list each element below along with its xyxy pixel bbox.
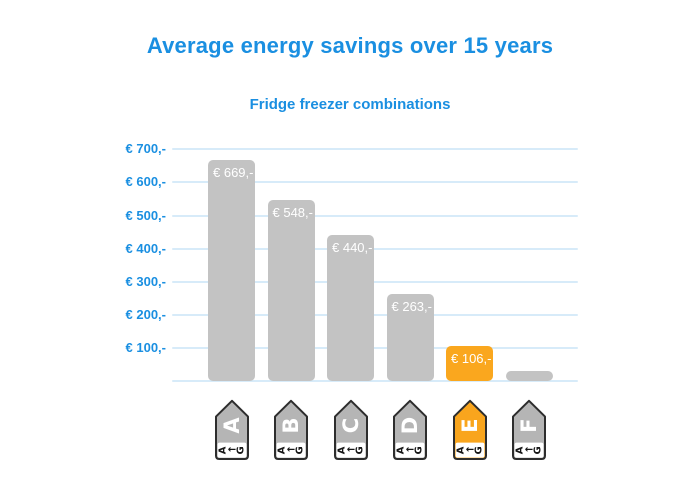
bar-F xyxy=(505,371,553,381)
gridline-500 xyxy=(172,214,578,217)
tag-scale-end-letter: G xyxy=(473,446,484,454)
y-axis-label: € 400,- xyxy=(125,240,166,256)
tag-class-letter: B xyxy=(279,417,303,433)
energy-tag-icon: B A ← G xyxy=(274,399,308,460)
energy-tag-icon: D A ← G xyxy=(393,399,427,460)
energy-label-icon-C: C A ← G xyxy=(332,399,370,461)
tag-scale-start-letter: A xyxy=(396,446,407,454)
bar-value-label: € 440,- xyxy=(332,240,373,256)
energy-label-icon-A: A A ← G xyxy=(213,399,251,461)
tag-scale-start-letter: A xyxy=(217,446,228,454)
tag-class-letter: C xyxy=(339,418,363,433)
y-axis-label: € 200,- xyxy=(125,306,166,322)
y-axis-label: € 700,- xyxy=(125,141,166,157)
y-axis-label: € 500,- xyxy=(125,207,166,223)
bar-B: € 548,- xyxy=(267,199,315,381)
energy-label-icon-D: D A ← G xyxy=(391,399,429,461)
tag-scale-band xyxy=(455,442,484,458)
tag-scale-end-letter: G xyxy=(235,446,246,454)
tag-scale-band xyxy=(395,442,425,458)
tag-scale-band xyxy=(514,442,544,458)
chart-title: Average energy savings over 15 years xyxy=(146,33,554,58)
tag-class-letter: F xyxy=(517,418,541,432)
energy-tag-icon: AA ← G xyxy=(214,399,249,460)
y-axis-label: € 300,- xyxy=(125,273,166,289)
tag-class-letter: E xyxy=(458,418,482,432)
gridline-200 xyxy=(172,313,578,316)
tag-scale-arrow-icon: ← xyxy=(346,445,354,456)
tag-scale-end-letter: G xyxy=(414,446,425,454)
energy-label-icon-F: F A ← G xyxy=(510,399,548,461)
tag-class-letter: D xyxy=(398,417,422,434)
bar-value-label: € 263,- xyxy=(391,298,432,314)
bar-D: € 263,- xyxy=(386,293,434,381)
energy-label-icon-B: B A ← G xyxy=(272,399,310,461)
tag-scale-start-letter: A xyxy=(455,446,466,454)
bar-C: € 440,- xyxy=(327,235,374,381)
energy-label-icon-E: E A ← G xyxy=(451,399,489,461)
y-axis-label: € 600,- xyxy=(125,174,166,190)
tag-scale-start-letter: A xyxy=(336,446,347,454)
gridline-400 xyxy=(172,247,578,250)
bar-value-label: € 106,- xyxy=(451,350,492,366)
tag-scale-arrow-icon: ← xyxy=(287,445,295,456)
gridline-100 xyxy=(172,346,578,349)
x-axis-baseline xyxy=(172,380,578,382)
tag-scale-arrow-icon: ← xyxy=(525,445,533,456)
gridline-300 xyxy=(172,280,578,283)
tag-scale-arrow-icon: ← xyxy=(465,445,473,456)
tag-scale-band xyxy=(217,442,246,458)
bar-A: € 669,- xyxy=(208,159,255,381)
tag-scale-end-letter: G xyxy=(354,446,365,454)
tag-scale-band xyxy=(276,442,306,458)
tag-scale-end-letter: G xyxy=(295,446,306,454)
energy-tag-icon: E A ← G xyxy=(452,399,487,460)
tag-scale-arrow-icon: ← xyxy=(227,445,235,456)
tag-scale-start-letter: A xyxy=(515,446,526,454)
gridline-700 xyxy=(172,148,578,151)
gridline-600 xyxy=(172,181,578,184)
tag-class-letter: A xyxy=(220,417,244,434)
y-axis-label: € 100,- xyxy=(125,339,166,355)
bar-value-label: € 548,- xyxy=(272,204,313,220)
bar-E: € 106,- xyxy=(446,345,493,381)
tag-scale-arrow-icon: ← xyxy=(406,445,414,456)
energy-tag-icon: F A ← G xyxy=(512,399,546,460)
tag-scale-start-letter: A xyxy=(277,446,288,454)
tag-scale-end-letter: G xyxy=(533,446,544,454)
energy-tag-icon: C A ← G xyxy=(333,399,368,460)
chart-subtitle: Fridge freezer combinations xyxy=(249,96,451,113)
tag-scale-band xyxy=(336,442,365,458)
bar-value-label: € 669,- xyxy=(213,164,254,180)
